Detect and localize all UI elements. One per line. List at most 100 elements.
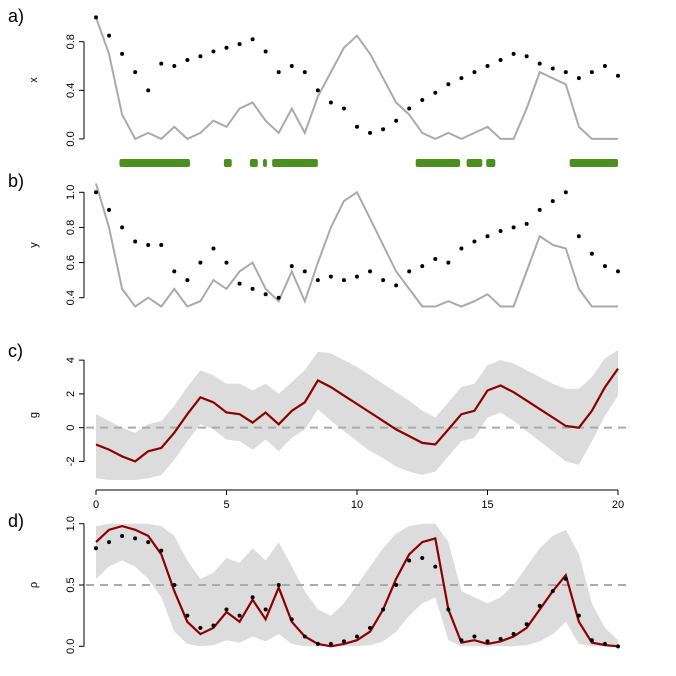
y-tick-label: 0 [65,425,77,431]
data-point [263,607,268,612]
data-point [589,251,594,256]
data-point [511,51,516,56]
confidence-band [96,350,618,480]
data-point [394,118,399,123]
interval [415,159,461,167]
data-point [433,90,438,95]
data-point [341,639,346,644]
data-point [576,76,581,81]
interval [119,159,190,167]
data-point [420,556,425,561]
data-point [616,644,620,649]
data-point [524,622,529,627]
y-tick-label: 0.4 [65,290,77,305]
data-point [407,269,412,274]
y-tick-label: 0.5 [65,577,77,592]
y-tick-label: 0.0 [65,131,77,146]
y-tick-label: 1.0 [65,185,77,200]
data-point [224,45,229,50]
y-tick-label: 0.8 [65,220,77,235]
y-axis-label: ρ [28,582,40,588]
data-point [315,278,320,283]
y-tick-label: -2 [65,457,77,467]
data-point [459,638,464,643]
data-point [120,225,125,230]
data-point [94,546,98,551]
panel-label: b) [8,171,24,191]
data-point [368,130,373,135]
panel-label: d) [8,511,24,531]
data-point [420,264,425,269]
data-point [394,583,399,587]
data-point [172,269,177,274]
data-point [224,260,229,265]
data-point [446,607,451,612]
data-point [446,260,451,265]
data-point [498,57,503,62]
data-point [459,246,464,251]
y-tick-label: 0.8 [65,34,77,49]
interval [466,159,483,167]
y-axis-label: g [28,412,40,418]
data-point [407,106,412,111]
data-point [289,264,294,269]
series-line [95,17,618,141]
data-point [511,632,516,637]
data-point [198,54,203,59]
interval [486,159,496,167]
x-tick-label: 5 [223,499,229,511]
y-tick-label: 2 [65,391,77,397]
data-point [237,42,242,47]
data-point [537,207,542,212]
data-point [133,70,138,75]
data-point [302,634,307,639]
data-point [355,274,359,279]
data-point [302,70,307,75]
data-point [172,583,177,587]
data-point [616,73,620,78]
data-point [120,533,125,538]
data-point [94,190,98,195]
x-tick-label: 0 [93,499,99,511]
y-tick-label: 4 [65,357,77,363]
x-tick-label: 15 [481,499,493,511]
data-point [146,540,151,545]
interval [249,159,258,167]
data-point [433,564,438,569]
y-tick-label: 0.0 [65,639,77,654]
data-point [133,239,138,244]
data-point [368,625,373,630]
data-point [524,54,529,59]
data-point [289,64,294,69]
data-point [550,589,555,594]
data-point [341,106,346,111]
data-point [185,278,190,283]
data-point [472,634,477,639]
data-point [394,283,399,288]
data-point [589,638,594,643]
data-point [159,548,164,553]
panel-label: c) [8,341,23,361]
data-point [328,274,333,279]
data-point [563,576,568,581]
data-point [563,70,568,75]
data-point [315,641,320,646]
data-point [446,82,451,87]
x-tick-label: 20 [612,499,624,511]
data-point [355,634,359,639]
data-point [276,295,281,300]
data-point [381,278,386,283]
data-point [198,260,203,265]
data-point [576,613,581,618]
data-point [159,243,164,247]
data-point [250,286,255,291]
data-point [250,37,255,42]
data-point [550,66,555,71]
data-point [550,199,555,204]
y-axis-label: x [28,77,40,83]
y-tick-label: 0.4 [65,83,77,98]
data-point [224,607,229,612]
data-point [524,221,529,226]
data-point [589,70,594,75]
